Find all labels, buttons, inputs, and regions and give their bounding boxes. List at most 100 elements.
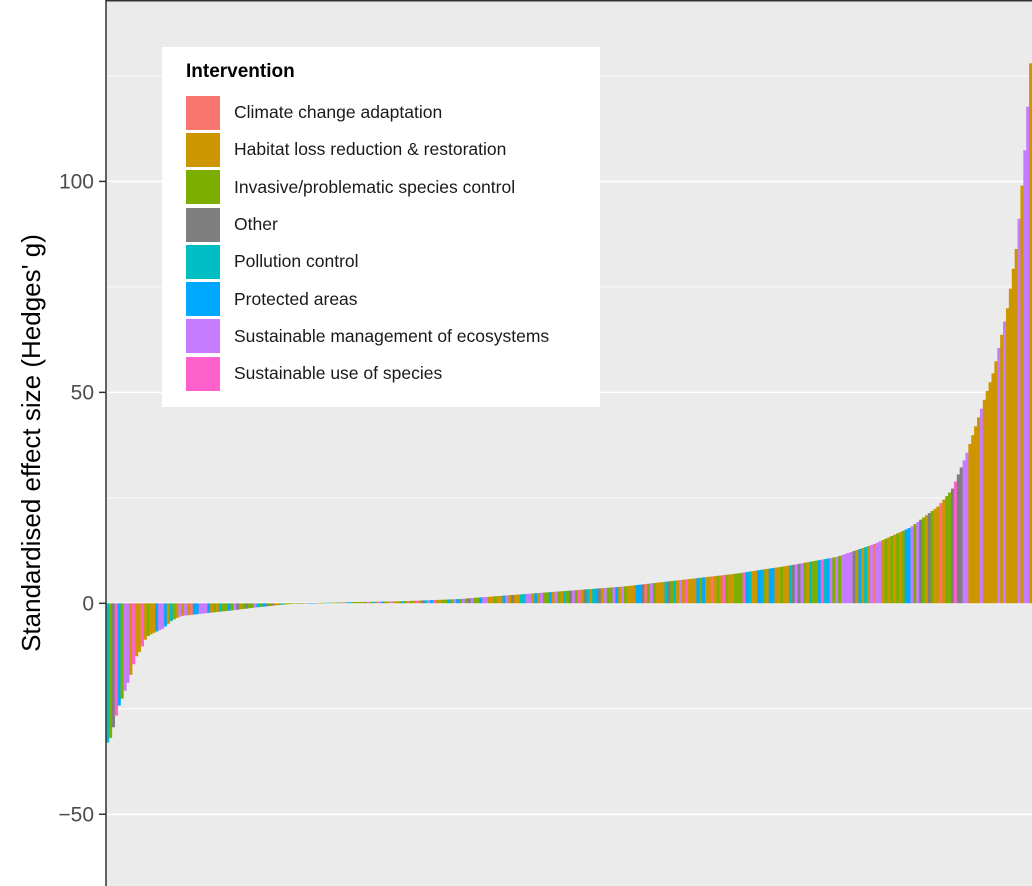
bar [736, 573, 741, 604]
bar [791, 564, 796, 604]
bar [404, 601, 408, 604]
bar [380, 601, 385, 604]
bar [279, 603, 283, 605]
bar [962, 460, 966, 604]
bar [424, 600, 428, 604]
bar [878, 541, 882, 604]
bar [956, 474, 961, 604]
bar [606, 587, 610, 604]
bar [163, 603, 168, 627]
bar [609, 587, 613, 604]
bar [725, 574, 729, 604]
bar [198, 603, 202, 614]
bar [826, 558, 830, 604]
bar [722, 575, 726, 604]
bar [296, 603, 301, 604]
bar [152, 603, 156, 633]
bar [540, 592, 544, 604]
bar [331, 602, 335, 604]
bar [328, 602, 333, 604]
bar [626, 585, 631, 604]
bar [134, 603, 139, 657]
bar [456, 599, 460, 604]
bar [945, 496, 949, 604]
bar [490, 596, 495, 604]
bar [583, 589, 587, 604]
bar [835, 556, 839, 604]
bar [435, 599, 440, 604]
bar [936, 506, 940, 604]
bar [323, 602, 327, 604]
bar [566, 590, 570, 604]
legend-item: Sustainable use of species [186, 355, 600, 392]
bar [971, 435, 975, 604]
bar [482, 597, 486, 604]
bar [221, 603, 225, 612]
bar [149, 603, 153, 635]
y-tick-label: 50 [71, 381, 94, 404]
bar [974, 426, 978, 604]
bar [146, 603, 150, 637]
bar [111, 603, 116, 728]
bar [1003, 321, 1007, 604]
bar [155, 603, 159, 632]
bar [129, 603, 133, 675]
bar [117, 603, 121, 706]
bar [265, 603, 269, 607]
bar [308, 603, 312, 604]
bar [574, 590, 579, 604]
bar [652, 583, 657, 604]
legend-item: Habitat loss reduction & restoration [186, 131, 600, 168]
bar [522, 594, 526, 604]
legend-item: Protected areas [186, 280, 600, 317]
bar [719, 575, 723, 604]
bar [210, 603, 214, 613]
legend-swatch [186, 170, 220, 205]
legend-label: Habitat loss reduction & restoration [234, 139, 507, 160]
bar [383, 601, 388, 604]
bar [742, 572, 746, 604]
bar [774, 567, 778, 604]
legend-item: Other [186, 206, 600, 243]
bar [230, 603, 234, 611]
bar [702, 577, 706, 604]
bar [997, 347, 1001, 604]
bar [745, 571, 749, 604]
bar [357, 602, 361, 604]
bar [924, 515, 929, 604]
bar [713, 576, 717, 604]
bar [809, 561, 813, 604]
bar [618, 586, 622, 604]
bar [120, 603, 124, 699]
bar [705, 577, 709, 604]
bar [731, 574, 735, 604]
bar [311, 603, 315, 604]
bar [1008, 288, 1013, 604]
legend-item: Climate change adaptation [186, 94, 600, 131]
legend-label: Climate change adaptation [234, 102, 443, 123]
bar [473, 597, 477, 604]
legend-label: Pollution control [234, 251, 359, 272]
legend-swatch [186, 356, 220, 391]
bar [771, 568, 775, 604]
bar [140, 603, 144, 647]
legend-item: Pollution control [186, 243, 600, 280]
bar [759, 569, 764, 604]
bar [982, 399, 987, 604]
bar [525, 593, 529, 604]
bar [132, 603, 136, 665]
legend-swatch [186, 244, 220, 279]
bar [586, 589, 590, 604]
bar [820, 559, 824, 604]
bar [375, 601, 379, 604]
bar [259, 603, 263, 607]
bar [519, 594, 524, 604]
legend-label: Sustainable management of ecosystems [234, 325, 550, 346]
bar [317, 602, 321, 604]
bar [939, 503, 943, 604]
legend-swatch [186, 132, 220, 167]
y-axis-title: Standardised effect size (Hedges' g) [16, 234, 46, 652]
bar [242, 603, 246, 609]
bar [551, 591, 555, 604]
legend-label: Other [234, 214, 278, 235]
